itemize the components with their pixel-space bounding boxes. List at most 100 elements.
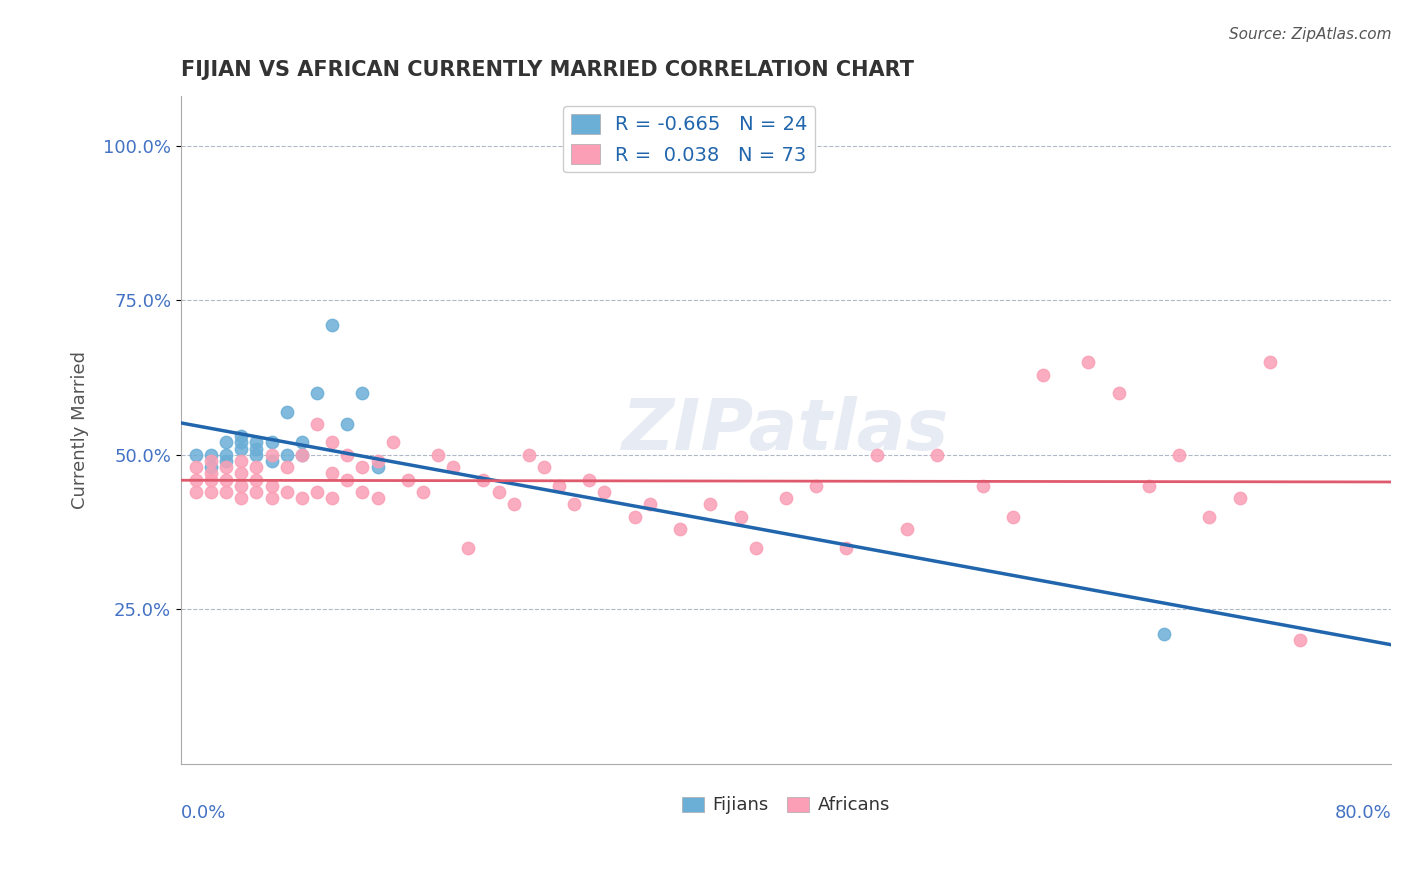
Point	[321, 318, 343, 332]
Point	[352, 484, 374, 499]
Point	[200, 448, 222, 462]
Point	[184, 484, 207, 499]
Point	[866, 448, 889, 462]
Point	[1077, 355, 1099, 369]
Point	[593, 484, 616, 499]
Point	[215, 454, 238, 468]
Y-axis label: Currently Married: Currently Married	[72, 351, 89, 509]
Point	[260, 479, 283, 493]
Point	[200, 484, 222, 499]
Point	[200, 467, 222, 481]
Point	[245, 442, 267, 456]
Point	[184, 448, 207, 462]
Point	[730, 509, 752, 524]
Point	[1168, 448, 1191, 462]
Point	[245, 484, 267, 499]
Point	[260, 448, 283, 462]
Point	[231, 435, 253, 450]
Point	[200, 460, 222, 475]
Point	[245, 448, 267, 462]
Point	[1032, 368, 1054, 382]
Point	[1198, 509, 1220, 524]
Point	[1108, 386, 1130, 401]
Point	[972, 479, 994, 493]
Point	[366, 460, 388, 475]
Point	[775, 491, 797, 505]
Point	[215, 435, 238, 450]
Point	[548, 479, 571, 493]
Point	[305, 484, 328, 499]
Point	[231, 454, 253, 468]
Point	[321, 467, 343, 481]
Point	[804, 479, 827, 493]
Point	[200, 473, 222, 487]
Point	[260, 491, 283, 505]
Point	[896, 522, 918, 536]
Point	[1258, 355, 1281, 369]
Point	[562, 497, 585, 511]
Point	[457, 541, 479, 555]
Text: FIJIAN VS AFRICAN CURRENTLY MARRIED CORRELATION CHART: FIJIAN VS AFRICAN CURRENTLY MARRIED CORR…	[181, 60, 914, 79]
Point	[276, 404, 298, 418]
Point	[502, 497, 524, 511]
Point	[245, 435, 267, 450]
Point	[533, 460, 555, 475]
Point	[245, 473, 267, 487]
Point	[291, 448, 314, 462]
Point	[305, 417, 328, 431]
Point	[1153, 627, 1175, 641]
Point	[412, 484, 434, 499]
Point	[669, 522, 692, 536]
Point	[215, 473, 238, 487]
Point	[396, 473, 419, 487]
Point	[352, 386, 374, 401]
Point	[472, 473, 495, 487]
Point	[321, 491, 343, 505]
Point	[305, 386, 328, 401]
Point	[517, 448, 540, 462]
Point	[578, 473, 600, 487]
Point	[336, 473, 359, 487]
Point	[215, 484, 238, 499]
Point	[381, 435, 404, 450]
Point	[1289, 633, 1312, 648]
Point	[291, 435, 314, 450]
Point	[835, 541, 858, 555]
Point	[184, 473, 207, 487]
Point	[231, 491, 253, 505]
Text: 0.0%: 0.0%	[181, 804, 226, 822]
Point	[231, 467, 253, 481]
Point	[215, 460, 238, 475]
Point	[231, 479, 253, 493]
Point	[276, 484, 298, 499]
Text: Source: ZipAtlas.com: Source: ZipAtlas.com	[1229, 27, 1392, 42]
Point	[231, 442, 253, 456]
Legend: Fijians, Africans: Fijians, Africans	[675, 789, 897, 822]
Point	[215, 448, 238, 462]
Point	[441, 460, 464, 475]
Point	[427, 448, 450, 462]
Text: 80.0%: 80.0%	[1334, 804, 1391, 822]
Point	[336, 448, 359, 462]
Point	[184, 460, 207, 475]
Point	[200, 454, 222, 468]
Point	[488, 484, 510, 499]
Point	[260, 454, 283, 468]
Point	[321, 435, 343, 450]
Point	[352, 460, 374, 475]
Point	[1001, 509, 1024, 524]
Point	[291, 491, 314, 505]
Point	[699, 497, 721, 511]
Point	[231, 429, 253, 443]
Point	[744, 541, 766, 555]
Point	[366, 454, 388, 468]
Point	[291, 448, 314, 462]
Point	[1137, 479, 1160, 493]
Point	[276, 460, 298, 475]
Point	[276, 448, 298, 462]
Point	[245, 460, 267, 475]
Point	[638, 497, 661, 511]
Point	[260, 435, 283, 450]
Point	[366, 491, 388, 505]
Point	[623, 509, 645, 524]
